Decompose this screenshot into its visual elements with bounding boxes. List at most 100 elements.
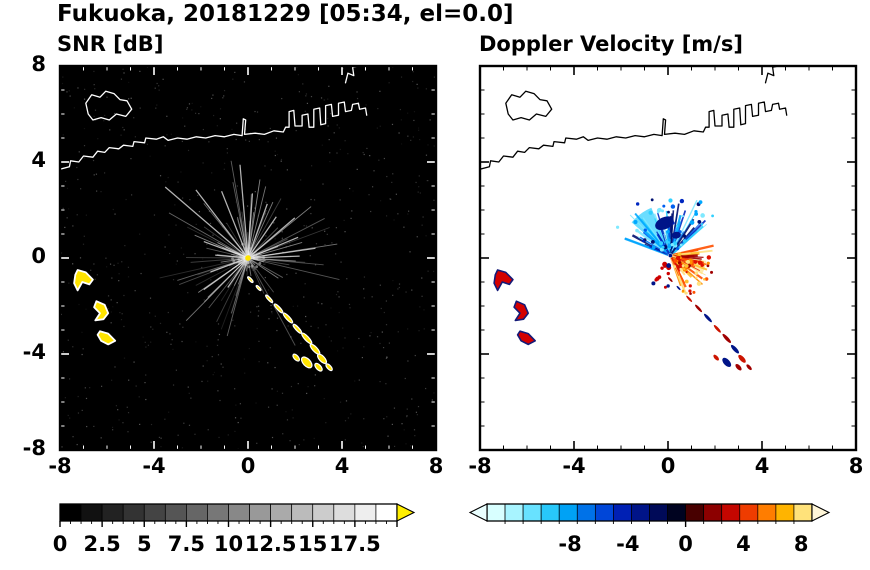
noise-dot xyxy=(304,283,306,285)
noise-dot xyxy=(139,423,141,426)
noise-dot xyxy=(120,78,123,80)
noise-dot xyxy=(92,159,95,162)
noise-dot xyxy=(423,309,425,311)
velocity-colorbar-segment xyxy=(721,503,741,522)
noise-dot xyxy=(406,408,408,410)
snr-x-tick-label: 8 xyxy=(428,454,444,478)
noise-dot xyxy=(188,103,191,105)
noise-dot xyxy=(191,109,193,111)
noise-dot xyxy=(397,288,399,290)
noise-dot xyxy=(404,377,406,380)
noise-dot xyxy=(433,145,435,147)
noise-dot xyxy=(84,387,86,389)
noise-dot xyxy=(93,84,95,86)
toward-velocity-ray-dot xyxy=(711,214,714,218)
away-velocity-ray-dot xyxy=(695,276,698,279)
snr-colorbar-segment xyxy=(291,503,314,522)
noise-dot xyxy=(269,347,271,349)
noise-dot xyxy=(111,277,113,279)
noise-dot xyxy=(323,99,325,101)
noise-dot xyxy=(223,168,225,170)
noise-dot xyxy=(256,442,258,444)
doppler-frame xyxy=(478,64,858,452)
snr-colorbar-tick-label: 7.5 xyxy=(167,532,205,556)
noise-dot xyxy=(324,230,326,232)
noise-dot xyxy=(184,125,186,127)
noise-dot xyxy=(431,399,433,401)
noise-dot xyxy=(385,383,387,385)
noise-dot xyxy=(400,143,403,145)
noise-dot xyxy=(69,417,71,419)
away-velocity-cluster-dot xyxy=(663,264,667,268)
bright-clutter-ray xyxy=(221,191,249,259)
echo-chain-blob xyxy=(292,353,301,362)
coastline-mainland xyxy=(60,101,368,170)
noise-dot xyxy=(105,257,107,259)
echo-chain-blob xyxy=(735,363,742,371)
noise-dot xyxy=(120,319,123,321)
noise-dot xyxy=(418,186,420,188)
noise-dot xyxy=(336,124,338,126)
noise-dot xyxy=(62,207,64,209)
noise-dot xyxy=(289,440,291,442)
away-velocity-ray-dot xyxy=(684,291,688,295)
toward-velocity-ray-dot xyxy=(615,225,620,229)
clutter-ray xyxy=(236,218,249,259)
noise-dot xyxy=(413,119,415,122)
noise-dot xyxy=(181,340,183,343)
velocity-colorbar-segment xyxy=(685,503,705,522)
noise-dot xyxy=(162,78,164,80)
noise-dot xyxy=(382,346,385,349)
away-velocity-ray-dot xyxy=(673,265,677,269)
noise-dot xyxy=(194,112,197,114)
away-velocity-ray-dot xyxy=(706,264,710,268)
noise-dot xyxy=(234,325,236,327)
noise-dot xyxy=(82,348,84,350)
noise-dot xyxy=(398,286,400,289)
noise-dot xyxy=(401,423,403,425)
noise-dot xyxy=(422,216,424,218)
noise-dot xyxy=(403,429,405,431)
noise-dot xyxy=(350,217,352,219)
noise-dot xyxy=(321,144,323,146)
noise-dot xyxy=(336,152,338,154)
noise-dot xyxy=(188,392,190,394)
noise-dot xyxy=(202,128,205,131)
noise-dot xyxy=(118,419,120,421)
noise-dot xyxy=(165,181,167,183)
toward-velocity-ray-dot xyxy=(643,228,647,232)
noise-dot xyxy=(347,153,349,155)
snr-colorbar-segment xyxy=(122,503,145,522)
noise-dot xyxy=(344,337,346,339)
noise-dot xyxy=(358,337,360,340)
noise-dot xyxy=(243,358,245,360)
noise-dot xyxy=(232,78,234,80)
away-velocity-ray-dot xyxy=(688,289,692,293)
noise-dot xyxy=(407,213,409,215)
noise-dot xyxy=(354,380,356,382)
toward-velocity-ray-dot xyxy=(697,220,702,224)
noise-dot xyxy=(368,194,370,196)
noise-dot xyxy=(356,91,358,93)
noise-dot xyxy=(113,264,115,266)
noise-dot xyxy=(144,253,146,255)
noise-dot xyxy=(232,319,234,321)
noise-dot xyxy=(309,255,311,257)
noise-dot xyxy=(154,87,156,89)
noise-dot xyxy=(429,119,431,121)
noise-dot xyxy=(369,155,371,157)
noise-dot xyxy=(416,236,418,238)
noise-dot xyxy=(400,119,402,121)
noise-dot xyxy=(194,433,196,435)
velocity-colorbar-segment xyxy=(631,503,650,522)
noise-dot xyxy=(343,219,345,222)
noise-dot xyxy=(327,125,329,127)
noise-dot xyxy=(235,404,237,406)
noise-dot xyxy=(344,439,346,441)
noise-dot xyxy=(169,333,171,335)
doppler-x-tick-label: -8 xyxy=(468,454,492,478)
noise-dot xyxy=(412,80,414,83)
clutter-ray xyxy=(247,186,267,259)
noise-dot xyxy=(257,305,260,307)
echo-chain-blob xyxy=(255,284,262,292)
